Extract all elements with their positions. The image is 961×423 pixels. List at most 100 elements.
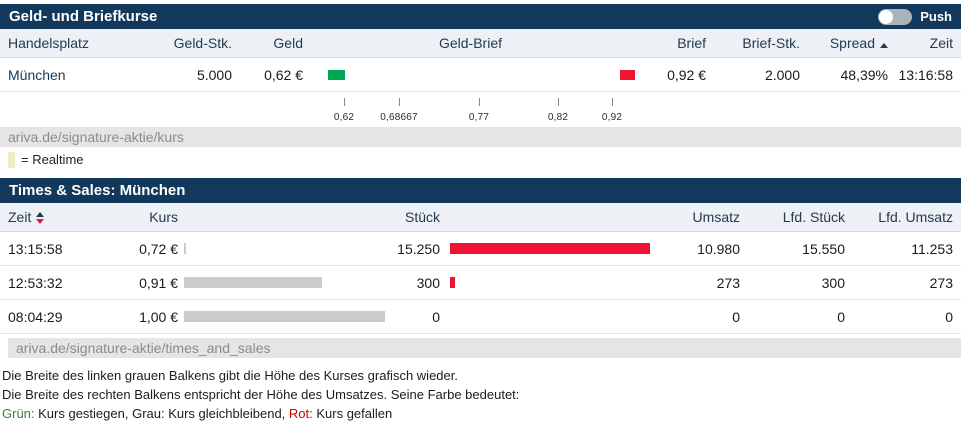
ts-lfd-stueck-value: 300 bbox=[821, 274, 845, 291]
tick-mark-icon bbox=[478, 98, 480, 106]
footnote-gray-label: Grau: bbox=[132, 406, 165, 421]
handelsplatz-link[interactable]: München bbox=[8, 66, 66, 83]
brief-bar-red-icon bbox=[620, 69, 635, 80]
sort-down-icon bbox=[36, 219, 45, 225]
axis-tick: 0,92 bbox=[577, 98, 647, 125]
times-sales-row: 12:53:32 0,91 € 300 273 300 273 bbox=[0, 266, 961, 300]
spread-axis: 0,62 0,68667 0,77 0,82 0,92 bbox=[0, 92, 961, 125]
footnote-green-label: Grün: bbox=[2, 406, 35, 421]
col-spread[interactable]: Spread bbox=[800, 35, 888, 51]
tick-label: 0,82 bbox=[547, 112, 569, 123]
ts-kurs-bar-cell bbox=[178, 277, 393, 288]
bid-ask-title-text: Geld- und Briefkurse bbox=[9, 8, 158, 25]
ts-kurs-bar-cell bbox=[178, 243, 393, 254]
ts-umsatz-value: 10.980 bbox=[697, 240, 740, 257]
ts-kurs-bar-cell bbox=[178, 311, 393, 322]
col-ts-kurs[interactable]: Kurs bbox=[149, 209, 178, 225]
axis-tick: 0,82 bbox=[523, 98, 593, 125]
col-geld-stk[interactable]: Geld-Stk. bbox=[173, 35, 232, 51]
push-toggle-label: Push bbox=[920, 9, 952, 24]
tick-label: 0,77 bbox=[468, 112, 490, 123]
ts-stueck-value: 15.250 bbox=[397, 240, 440, 257]
bid-ask-data-row: München 5.000 0,62 € 0,92 € 2.000 48,39%… bbox=[0, 58, 961, 92]
col-brief-stk[interactable]: Brief-Stk. bbox=[742, 35, 800, 51]
col-ts-lfd-stueck[interactable]: Lfd. Stück bbox=[782, 209, 845, 225]
col-handelsplatz[interactable]: Handelsplatz bbox=[8, 35, 89, 51]
col-geld[interactable]: Geld bbox=[273, 35, 303, 51]
col-zeit[interactable]: Zeit bbox=[929, 35, 953, 51]
ts-kurs-value: 0,91 € bbox=[139, 274, 178, 291]
footnote-red-text: Kurs gefallen bbox=[312, 406, 393, 421]
col-ts-umsatz[interactable]: Umsatz bbox=[692, 209, 740, 225]
sort-up-icon bbox=[36, 212, 45, 218]
spread-value: 48,39% bbox=[840, 66, 888, 83]
footnote-line2: Die Breite des rechten Balkens entsprich… bbox=[2, 387, 520, 402]
times-sales-row: 13:15:58 0,72 € 15.250 10.980 15.550 11.… bbox=[0, 232, 961, 266]
ts-lfd-umsatz-value: 0 bbox=[945, 308, 953, 325]
axis-tick: 0,62 bbox=[309, 98, 379, 125]
times-sales-panel: Times & Sales: München Zeit Kurs Stück U… bbox=[0, 178, 961, 358]
footnote-line1: Die Breite des linken grauen Balkens gib… bbox=[2, 368, 458, 383]
ts-lfd-umsatz-value: 273 bbox=[929, 274, 953, 291]
col-ts-stueck[interactable]: Stück bbox=[404, 209, 440, 225]
ts-umsatz-value: 0 bbox=[732, 308, 740, 325]
ts-kurs-value: 1,00 € bbox=[139, 308, 178, 325]
ts-stueck-bar-cell bbox=[440, 243, 655, 254]
ts-stueck-value: 300 bbox=[416, 274, 440, 291]
breadcrumb-kurs: ariva.de/signature-aktie/kurs bbox=[0, 127, 961, 147]
stueck-bar bbox=[450, 243, 650, 254]
ts-kurs-value: 0,72 € bbox=[139, 240, 178, 257]
sort-both-icon bbox=[36, 212, 45, 225]
brief-stk-value: 2.000 bbox=[764, 66, 800, 83]
ts-zeit-value: 08:04:29 bbox=[8, 308, 63, 325]
push-toggle-knob-icon bbox=[879, 9, 894, 24]
spread-chart bbox=[303, 58, 638, 91]
ts-umsatz-value: 273 bbox=[716, 274, 740, 291]
kurs-bar bbox=[184, 277, 322, 288]
ts-lfd-umsatz-value: 11.253 bbox=[911, 240, 953, 257]
times-sales-header-row: Zeit Kurs Stück Umsatz Lfd. Stück Lfd. U… bbox=[0, 203, 961, 232]
brief-value: 0,92 € bbox=[667, 66, 706, 83]
bid-ask-header-row: Handelsplatz Geld-Stk. Geld Geld-Brief B… bbox=[0, 29, 961, 58]
footnote-red-label: Rot: bbox=[288, 406, 313, 421]
axis-tick: 0,77 bbox=[444, 98, 514, 125]
tick-label: 0,68667 bbox=[380, 112, 418, 123]
geld-stk-value: 5.000 bbox=[196, 66, 232, 83]
bid-ask-panel: Geld- und Briefkurse Push Handelsplatz G… bbox=[0, 4, 961, 169]
ts-zeit-value: 12:53:32 bbox=[8, 274, 63, 291]
push-toggle[interactable]: Push bbox=[878, 8, 952, 25]
geld-value: 0,62 € bbox=[264, 66, 303, 83]
stueck-bar bbox=[450, 277, 455, 288]
col-ts-lfd-umsatz[interactable]: Lfd. Umsatz bbox=[878, 209, 953, 225]
times-sales-panel-title: Times & Sales: München bbox=[0, 178, 961, 203]
times-sales-title-text: Times & Sales: München bbox=[9, 182, 186, 199]
kurs-bar bbox=[184, 311, 385, 322]
tick-label: 0,92 bbox=[601, 112, 623, 123]
kurs-bar bbox=[184, 243, 186, 254]
col-geld-brief[interactable]: Geld-Brief bbox=[438, 35, 503, 51]
breadcrumb-times-and-sales: ariva.de/signature-aktie/times_and_sales bbox=[8, 338, 961, 358]
tick-mark-icon bbox=[398, 98, 400, 106]
push-toggle-track-icon[interactable] bbox=[878, 8, 913, 25]
footnote-gray-text: Kurs gleichbleibend, bbox=[164, 406, 289, 421]
times-sales-row: 08:04:29 1,00 € 0 0 0 0 bbox=[0, 300, 961, 334]
footnote-green-text: Kurs gestiegen, bbox=[34, 406, 133, 421]
ts-zeit-value: 13:15:58 bbox=[8, 240, 63, 257]
col-ts-zeit-label: Zeit bbox=[8, 209, 32, 225]
realtime-swatch-icon bbox=[8, 151, 15, 168]
realtime-label: = Realtime bbox=[21, 152, 84, 167]
tick-mark-icon bbox=[343, 98, 345, 106]
realtime-legend: = Realtime bbox=[0, 147, 961, 169]
col-ts-zeit[interactable]: Zeit bbox=[8, 209, 108, 225]
footnote: Die Breite des linken grauen Balkens gib… bbox=[0, 358, 961, 423]
ts-lfd-stueck-value: 15.550 bbox=[802, 240, 845, 257]
sort-asc-icon bbox=[880, 43, 888, 48]
bid-ask-panel-title: Geld- und Briefkurse Push bbox=[0, 4, 961, 29]
ts-stueck-value: 0 bbox=[432, 308, 440, 325]
axis-tick: 0,68667 bbox=[364, 98, 434, 125]
ts-stueck-bar-cell bbox=[440, 277, 655, 288]
ts-lfd-stueck-value: 0 bbox=[837, 308, 845, 325]
col-brief[interactable]: Brief bbox=[677, 35, 706, 51]
col-spread-label: Spread bbox=[829, 35, 875, 51]
